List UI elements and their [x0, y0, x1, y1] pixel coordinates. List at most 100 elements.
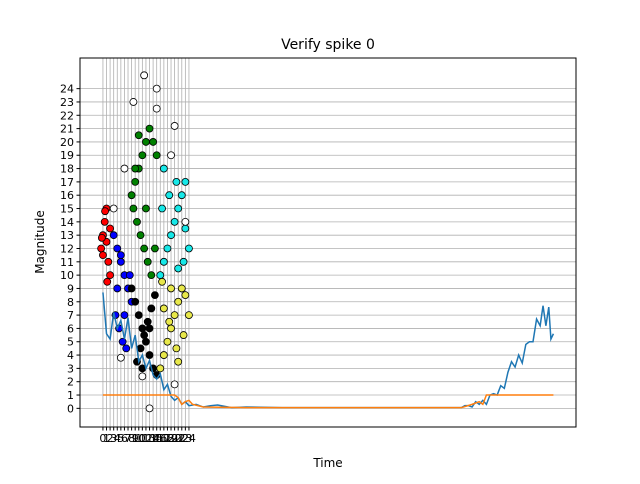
x-tick-label: 16	[153, 432, 167, 445]
scatter-point	[163, 244, 172, 253]
scatter-point	[97, 244, 106, 253]
scatter-point	[106, 224, 115, 233]
y-tick-label: 10	[60, 269, 74, 282]
scatter-point	[101, 207, 109, 216]
scatter-point	[152, 151, 161, 160]
marks	[97, 71, 555, 413]
y-tick-label: 14	[60, 216, 74, 229]
scatter-point	[158, 277, 166, 286]
x-tick-label: 4	[114, 432, 121, 445]
scatter-point	[142, 337, 150, 346]
scatter-point	[145, 404, 154, 413]
scatter-point	[147, 271, 156, 280]
scatter-point	[167, 231, 175, 240]
scatter-point	[113, 284, 122, 293]
y-tick-label: 11	[60, 256, 74, 269]
x-tick-label: 7	[125, 432, 132, 445]
y-tick-label: 2	[67, 376, 74, 389]
scatter-point	[138, 151, 147, 160]
scatter-point	[120, 164, 129, 173]
scatter-point	[170, 311, 179, 320]
scatter-point	[177, 191, 186, 200]
scatter-point	[145, 324, 154, 333]
scatter-point	[167, 151, 175, 160]
scatter-point	[145, 351, 154, 359]
scatter-point	[167, 284, 175, 293]
scatter-point	[103, 277, 112, 286]
y-tick-label: 12	[60, 242, 74, 255]
scatter-point	[151, 291, 159, 300]
scatter-point	[170, 217, 179, 226]
x-tick-label: 22	[175, 432, 189, 445]
scatter-point	[109, 204, 118, 213]
scatter-point	[172, 177, 181, 186]
x-tick-label: 21	[171, 432, 185, 445]
scatter-point	[149, 138, 158, 146]
y-tick-label: 0	[67, 402, 74, 415]
scatter-point	[140, 331, 149, 339]
scatter-point	[174, 264, 183, 273]
y-tick-label: 18	[60, 163, 74, 176]
scatter-point	[131, 297, 140, 306]
y-tick-label: 22	[60, 109, 74, 122]
x-tick-label: 12	[139, 432, 153, 445]
scatter-point	[133, 217, 141, 226]
scatter-point	[113, 244, 122, 253]
y-tick-label: 13	[60, 229, 74, 242]
scatter-point	[159, 351, 168, 359]
x-tick-label: 17	[157, 432, 171, 445]
x-tick-label: 10	[132, 432, 146, 445]
scatter-point	[99, 251, 107, 260]
y-axis-label: Magnitude	[33, 210, 47, 274]
scatter-point	[145, 124, 154, 133]
scatter-point	[116, 257, 125, 266]
scatter-point	[136, 344, 145, 353]
y-tick-label: 5	[67, 336, 74, 349]
scatter-point	[116, 353, 125, 362]
scatter-point	[185, 244, 193, 253]
scatter-point	[170, 122, 179, 130]
scatter-point	[185, 311, 193, 320]
scatter-point	[174, 297, 183, 306]
x-tick-label: 23	[178, 432, 192, 445]
scatter-point	[131, 177, 140, 186]
y-tick-label: 3	[67, 362, 74, 375]
scatter-point	[138, 372, 147, 381]
scatter-point	[165, 191, 174, 200]
scatter-point	[174, 204, 183, 213]
line-series	[102, 394, 554, 409]
scatter-point	[170, 380, 179, 389]
scatter-point	[179, 257, 188, 266]
scatter-point	[181, 224, 190, 233]
scatter-point	[177, 284, 186, 293]
x-tick-label: 24	[182, 432, 196, 445]
scatter-point	[122, 344, 131, 353]
scatter-point	[138, 324, 147, 333]
scatter-point	[142, 204, 150, 213]
scatter-point	[172, 344, 181, 353]
scatter-point	[179, 331, 188, 339]
scatter-point	[167, 324, 175, 333]
y-tick-label: 1	[67, 389, 74, 402]
y-tick-label: 15	[60, 203, 74, 216]
scatter-point	[97, 233, 106, 242]
x-tick-label: 14	[146, 432, 160, 445]
scatter-point	[106, 271, 115, 280]
y-tick-label: 23	[60, 96, 74, 109]
x-tick-label: 6	[121, 432, 128, 445]
y-tick-label: 24	[60, 83, 74, 96]
x-tick-label: 15	[150, 432, 164, 445]
scatter-point	[152, 84, 161, 93]
x-tick-label: 8	[128, 432, 135, 445]
scatter-point	[129, 204, 138, 213]
scatter-point	[127, 191, 136, 200]
scatter-point	[140, 71, 149, 80]
scatter-point	[104, 257, 113, 266]
scatter-point	[120, 311, 129, 320]
scatter-point	[142, 138, 150, 146]
x-tick-label: 2	[107, 432, 114, 445]
scatter-point	[100, 217, 109, 226]
scatter-point	[165, 317, 174, 326]
y-tick-label: 4	[67, 349, 74, 362]
